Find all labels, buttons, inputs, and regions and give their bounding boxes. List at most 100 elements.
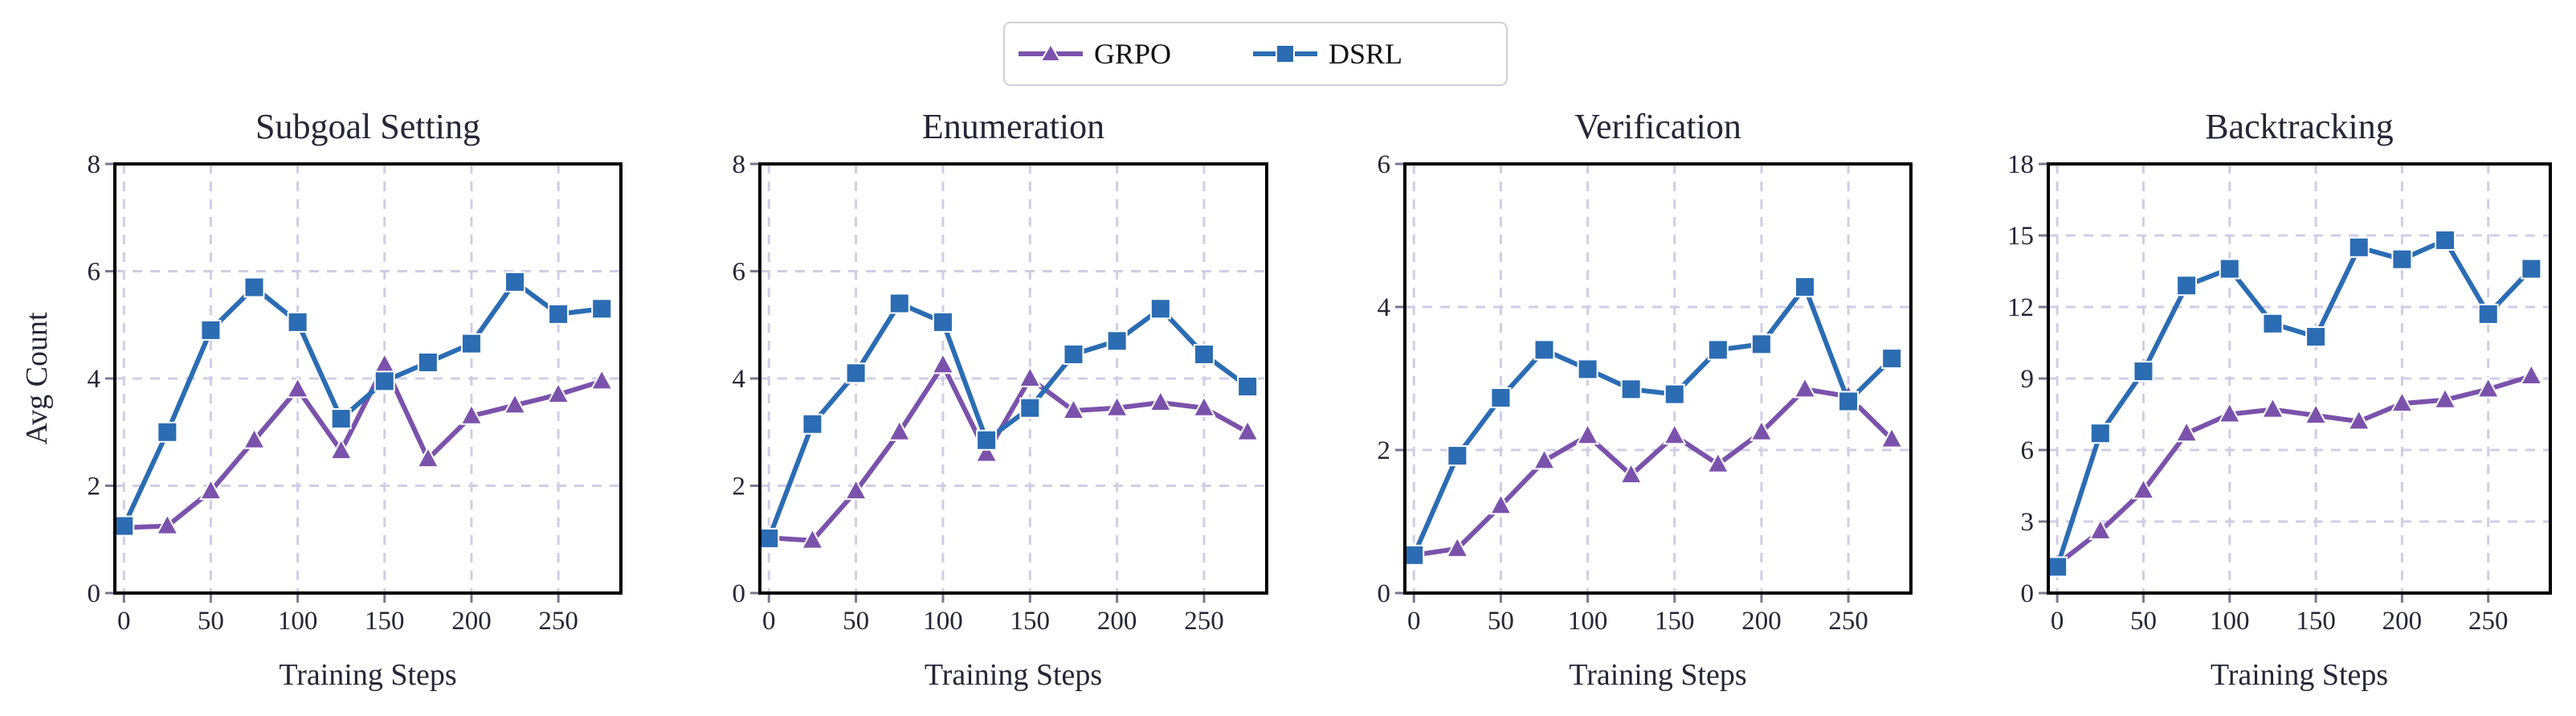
y-tick-label: 2	[1378, 436, 1391, 465]
y-tick-label: 4	[88, 365, 101, 394]
y-tick-label: 8	[88, 150, 101, 179]
data-point-grpo	[2347, 408, 2371, 431]
plot-frame	[758, 162, 1268, 595]
data-point-dsrl	[243, 276, 265, 298]
series-line-dsrl	[1411, 284, 1894, 557]
y-tick-label: 0	[733, 579, 746, 608]
data-point-grpo	[155, 513, 180, 535]
y-tick-label: 6	[88, 258, 101, 287]
data-point-dsrl	[1620, 378, 1642, 400]
x-tick-label: 100	[2210, 607, 2250, 636]
legend-square-icon	[1276, 44, 1295, 63]
y-tick-label: 6	[733, 258, 746, 287]
data-point-grpo	[1445, 535, 1470, 558]
data-point-grpo	[459, 403, 484, 425]
data-point-dsrl	[888, 293, 910, 314]
data-point-grpo	[329, 438, 353, 460]
data-point-grpo	[2304, 402, 2328, 424]
y-tick-label: 9	[2021, 365, 2035, 394]
data-point-dsrl	[591, 298, 613, 320]
data-point-dsrl	[845, 362, 867, 384]
data-point-grpo	[1793, 376, 1817, 399]
data-point-dsrl	[1664, 383, 1685, 405]
x-axis-label: Training Steps	[2211, 658, 2388, 692]
data-point-grpo	[1532, 448, 1557, 470]
plot-frame	[2047, 162, 2552, 595]
series-line-grpo	[124, 362, 603, 530]
data-point-grpo	[1749, 419, 1774, 441]
x-tick-label: 0	[762, 607, 776, 636]
y-tick-label: 0	[2021, 579, 2035, 608]
y-tick-label: 12	[2007, 293, 2034, 322]
data-point-dsrl	[802, 413, 823, 435]
x-tick-label: 150	[2296, 607, 2336, 636]
subplot-3: 0 50 100 150 200 250 0 2 4 6 Verification Training …	[1378, 107, 1913, 692]
data-point-grpo	[2433, 387, 2457, 409]
x-tick-label: 150	[365, 607, 405, 636]
y-tick-label: 3	[2021, 508, 2035, 537]
x-tick-label: 200	[451, 607, 492, 636]
x-tick-label: 100	[278, 607, 318, 636]
x-tick-label: 100	[923, 607, 963, 636]
data-point-dsrl	[2262, 313, 2284, 334]
data-point-dsrl	[287, 311, 308, 333]
data-point-dsrl	[460, 333, 482, 354]
data-point-dsrl	[2176, 275, 2198, 297]
y-tick-label: 18	[2007, 150, 2034, 179]
data-point-grpo	[1663, 423, 1687, 445]
data-point-grpo	[590, 368, 614, 391]
data-point-grpo	[373, 352, 397, 374]
data-point-grpo	[1488, 493, 1513, 515]
data-point-dsrl	[2391, 248, 2413, 270]
data-point-grpo	[974, 440, 998, 463]
data-point-dsrl	[1403, 544, 1425, 566]
data-point-dsrl	[2219, 258, 2240, 280]
x-tick-label: 250	[1184, 607, 1224, 636]
x-tick-label: 0	[1407, 607, 1421, 636]
x-tick-label: 150	[1655, 607, 1695, 636]
y-tick-label: 6	[2021, 436, 2035, 465]
plot-frame	[113, 162, 623, 595]
data-point-grpo	[1880, 426, 1904, 448]
x-tick-label: 100	[1568, 607, 1608, 636]
data-point-grpo	[2260, 396, 2285, 419]
data-point-grpo	[2476, 376, 2500, 399]
plot-frame	[1403, 162, 1913, 595]
y-axis-label: Avg Count	[20, 312, 54, 444]
data-point-dsrl	[2133, 361, 2154, 383]
legend-triangle-icon	[1039, 42, 1062, 62]
legend-label-dsrl: DSRL	[1329, 38, 1402, 70]
legend-label-grpo: GRPO	[1094, 38, 1171, 70]
x-tick-label: 250	[1828, 607, 1868, 636]
data-point-grpo	[888, 419, 912, 441]
subplot-title: Verification	[1574, 107, 1741, 146]
x-tick-label: 200	[1097, 607, 1137, 636]
data-point-dsrl	[417, 351, 439, 373]
data-point-dsrl	[1794, 276, 1816, 298]
y-tick-label: 8	[733, 150, 746, 179]
x-axis-label: Training Steps	[279, 658, 456, 692]
data-point-dsrl	[1577, 358, 1598, 380]
subplot-title: Subgoal Setting	[255, 107, 480, 146]
x-tick-label: 200	[1741, 607, 1782, 636]
y-tick-label: 4	[733, 365, 746, 394]
data-point-dsrl	[2521, 258, 2542, 280]
data-point-dsrl	[2348, 236, 2370, 258]
data-point-grpo	[546, 381, 570, 404]
x-tick-label: 0	[117, 607, 131, 636]
data-point-grpo	[2519, 362, 2544, 386]
data-point-dsrl	[2305, 326, 2327, 348]
data-point-dsrl	[976, 429, 998, 451]
data-point-dsrl	[1106, 330, 1128, 352]
x-tick-label: 50	[843, 607, 869, 636]
subplot-title: Enumeration	[922, 107, 1104, 146]
subplot-title: Backtracking	[2205, 107, 2394, 146]
data-point-dsrl	[330, 408, 352, 430]
data-point-dsrl	[758, 527, 780, 549]
data-point-dsrl	[932, 311, 953, 333]
data-point-dsrl	[1193, 343, 1215, 365]
data-point-dsrl	[2047, 556, 2068, 578]
data-point-dsrl	[2089, 423, 2111, 444]
data-point-dsrl	[1881, 348, 1903, 370]
x-tick-label: 50	[1488, 607, 1514, 636]
